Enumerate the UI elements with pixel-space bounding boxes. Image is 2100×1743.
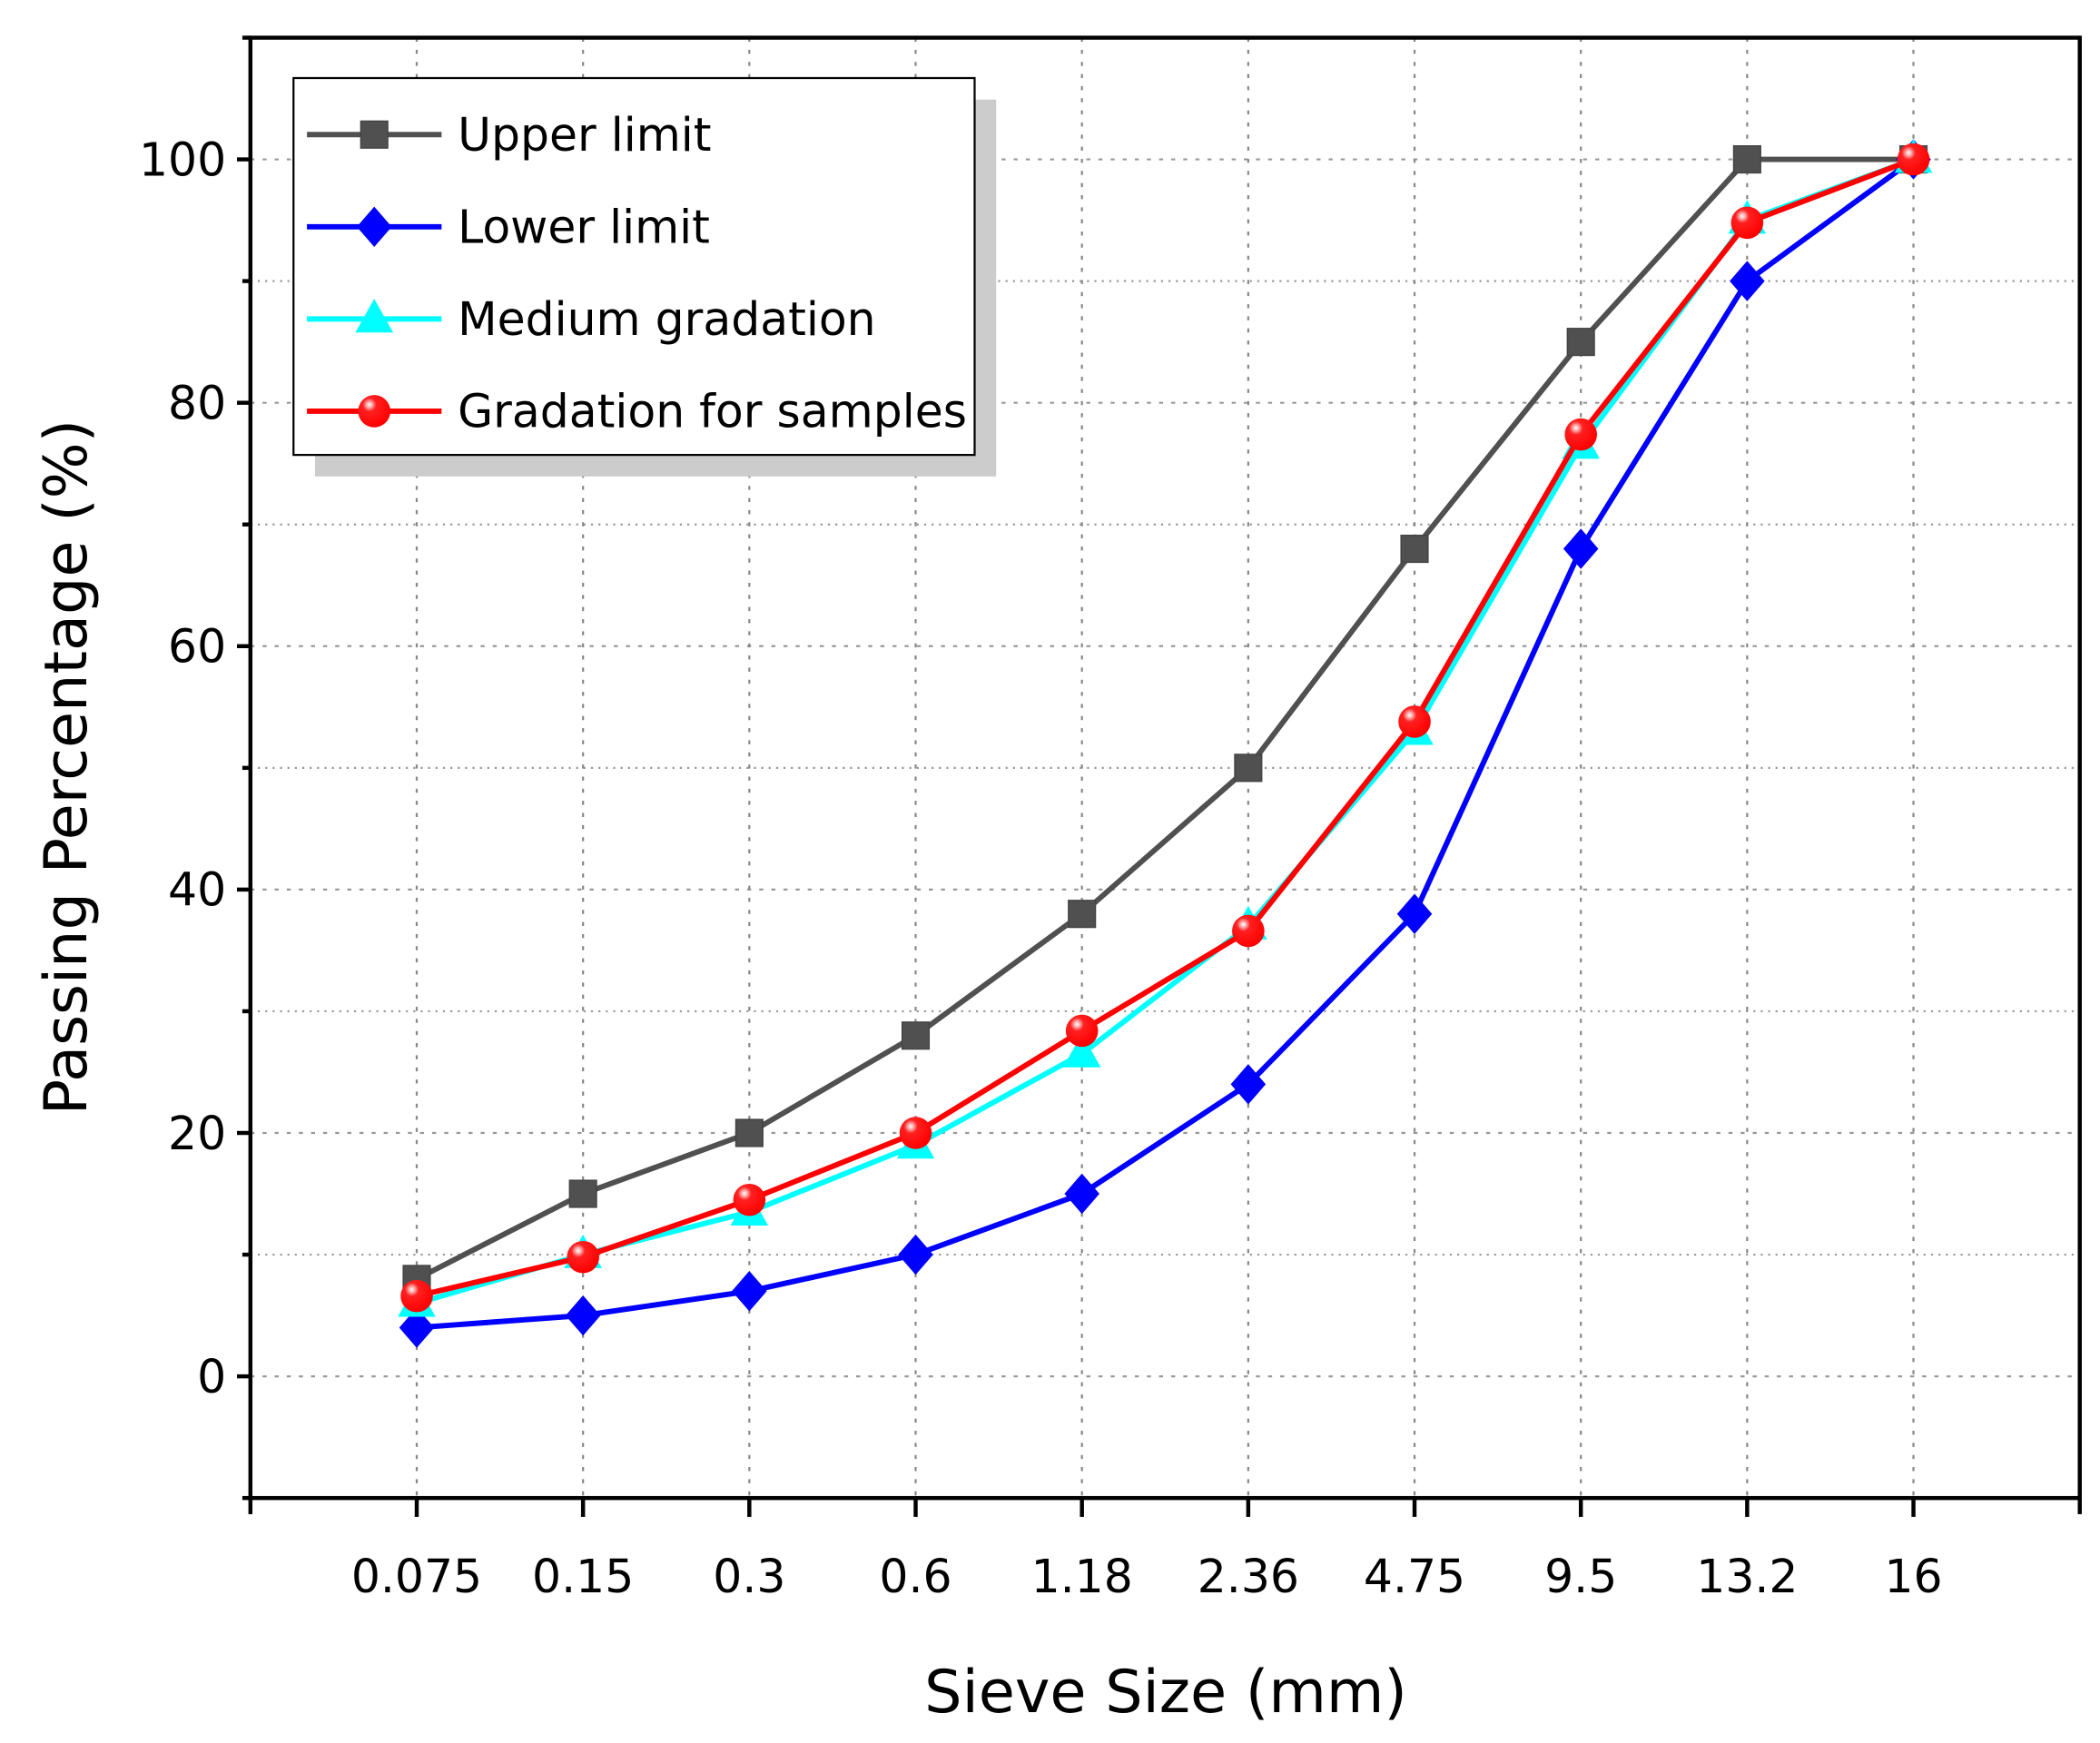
sphere-marker bbox=[1232, 914, 1265, 948]
diamond-marker bbox=[1064, 1173, 1099, 1215]
square-marker bbox=[1566, 328, 1595, 357]
legend: Upper limit Lower limit Medium gradation Gr… bbox=[292, 76, 997, 477]
sphere-marker bbox=[567, 1240, 599, 1274]
y-tick-label: 80 bbox=[168, 376, 226, 429]
sphere-marker bbox=[899, 1117, 932, 1149]
square-marker bbox=[1400, 534, 1429, 564]
legend-label: Medium gradation bbox=[458, 292, 875, 346]
sphere-marker bbox=[358, 395, 391, 428]
diamond-marker bbox=[1230, 1064, 1267, 1105]
diamond-marker bbox=[1563, 528, 1599, 569]
diamond-marker bbox=[732, 1271, 767, 1312]
sphere-marker bbox=[1564, 418, 1597, 451]
diamond-marker bbox=[1730, 261, 1765, 301]
y-tick-label: 20 bbox=[168, 1107, 226, 1160]
square-marker bbox=[568, 1179, 597, 1208]
x-tick-label: 0.15 bbox=[532, 1550, 634, 1603]
x-tick-label: 16 bbox=[1884, 1550, 1942, 1603]
legend-box bbox=[292, 76, 976, 457]
sphere-marker bbox=[1065, 1014, 1099, 1048]
y-tick-label: 40 bbox=[168, 863, 226, 917]
x-axis-label: Sieve Size (mm) bbox=[924, 1658, 1407, 1727]
sphere-marker bbox=[733, 1183, 766, 1216]
sphere-marker bbox=[1897, 143, 1930, 176]
series-line bbox=[416, 156, 1915, 1299]
x-tick-label: 0.6 bbox=[879, 1550, 951, 1603]
legend-label: Gradation for samples bbox=[458, 385, 967, 438]
square-marker bbox=[360, 120, 389, 149]
series-group bbox=[398, 139, 1933, 1348]
diamond-marker bbox=[898, 1234, 933, 1275]
legend-label: Upper limit bbox=[458, 108, 711, 162]
y-tick-label: 60 bbox=[168, 620, 226, 674]
x-tick-label: 0.075 bbox=[351, 1550, 482, 1603]
x-tick-label: 2.36 bbox=[1198, 1550, 1299, 1603]
triangle-marker bbox=[355, 299, 393, 333]
series-gradation-for-samples bbox=[400, 143, 1930, 1313]
sphere-marker bbox=[1730, 206, 1764, 240]
square-marker bbox=[1234, 753, 1263, 783]
legend-label: Lower limit bbox=[458, 201, 710, 254]
square-marker bbox=[1068, 900, 1097, 929]
sphere-marker bbox=[400, 1279, 433, 1313]
square-marker bbox=[901, 1021, 931, 1050]
diamond-marker bbox=[399, 1307, 435, 1348]
triangle-marker bbox=[1062, 1033, 1101, 1068]
x-tick-label: 0.3 bbox=[713, 1550, 785, 1603]
axes: 0 20 40 60 80 100 0.075 0.15 0.3 0.6 1.18 2.36 4.75 9… bbox=[139, 35, 2082, 1603]
square-marker bbox=[1732, 144, 1761, 174]
x-tick-label: 9.5 bbox=[1544, 1550, 1617, 1603]
x-tick-label: 1.18 bbox=[1031, 1550, 1133, 1603]
series-line bbox=[415, 156, 1914, 1282]
series-line bbox=[416, 157, 1916, 1331]
x-tick-label: 4.75 bbox=[1364, 1550, 1465, 1603]
sphere-marker bbox=[1398, 705, 1431, 738]
square-marker bbox=[735, 1118, 764, 1147]
y-tick-label: 100 bbox=[139, 133, 226, 186]
y-axis-label: Passing Percentage (%) bbox=[32, 419, 101, 1115]
diamond-marker bbox=[356, 206, 392, 248]
y-tick-label: 0 bbox=[197, 1350, 226, 1403]
x-tick-label: 13.2 bbox=[1696, 1550, 1798, 1603]
diamond-marker bbox=[565, 1295, 601, 1336]
